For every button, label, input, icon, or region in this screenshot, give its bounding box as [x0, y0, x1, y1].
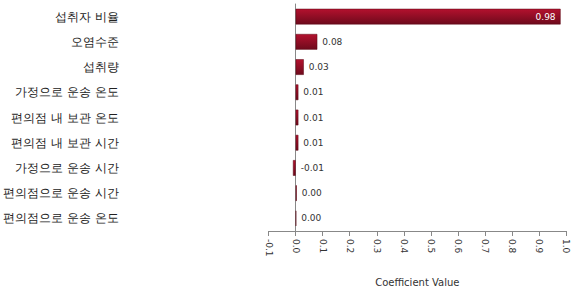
svg-text:0.03: 0.03	[309, 62, 329, 72]
svg-text:0.9: 0.9	[534, 239, 544, 254]
svg-text:0.01: 0.01	[303, 113, 323, 123]
svg-text:0.1: 0.1	[318, 239, 328, 253]
svg-text:편의점 내 보관 시간: 편의점 내 보관 시간	[11, 136, 118, 150]
svg-text:0.01: 0.01	[303, 138, 323, 148]
svg-text:편의점으로 운송 온도: 편의점으로 운송 온도	[3, 211, 119, 225]
svg-text:0.00: 0.00	[302, 188, 322, 198]
svg-text:-0.01: -0.01	[301, 163, 324, 173]
svg-text:1.0: 1.0	[561, 239, 571, 254]
svg-text:0.0: 0.0	[291, 239, 301, 254]
svg-text:0.6: 0.6	[453, 239, 463, 254]
svg-text:섭취량: 섭취량	[83, 60, 119, 74]
svg-text:0.00: 0.00	[301, 213, 321, 223]
svg-text:0.5: 0.5	[426, 239, 436, 253]
svg-text:0.08: 0.08	[322, 37, 342, 47]
svg-text:0.2: 0.2	[345, 239, 355, 253]
svg-text:0.7: 0.7	[480, 239, 490, 253]
svg-text:0.3: 0.3	[372, 239, 382, 253]
svg-text:섭취자 비율: 섭취자 비율	[55, 10, 119, 24]
svg-text:-0.1: -0.1	[264, 239, 274, 257]
svg-text:0.8: 0.8	[507, 239, 517, 254]
svg-text:가정으로 운송 온도: 가정으로 운송 온도	[15, 85, 119, 99]
svg-text:가정으로 운송 시간: 가정으로 운송 시간	[15, 161, 119, 175]
svg-text:Coefficient Value: Coefficient Value	[375, 277, 459, 288]
svg-text:0.4: 0.4	[399, 239, 409, 254]
svg-text:오염수준: 오염수준	[71, 35, 119, 49]
svg-text:0.98: 0.98	[536, 12, 556, 22]
svg-text:편의점 내 보관 온도: 편의점 내 보관 온도	[11, 111, 118, 125]
svg-text:편의점으로 운송 시간: 편의점으로 운송 시간	[3, 186, 119, 200]
svg-text:0.01: 0.01	[303, 87, 323, 97]
